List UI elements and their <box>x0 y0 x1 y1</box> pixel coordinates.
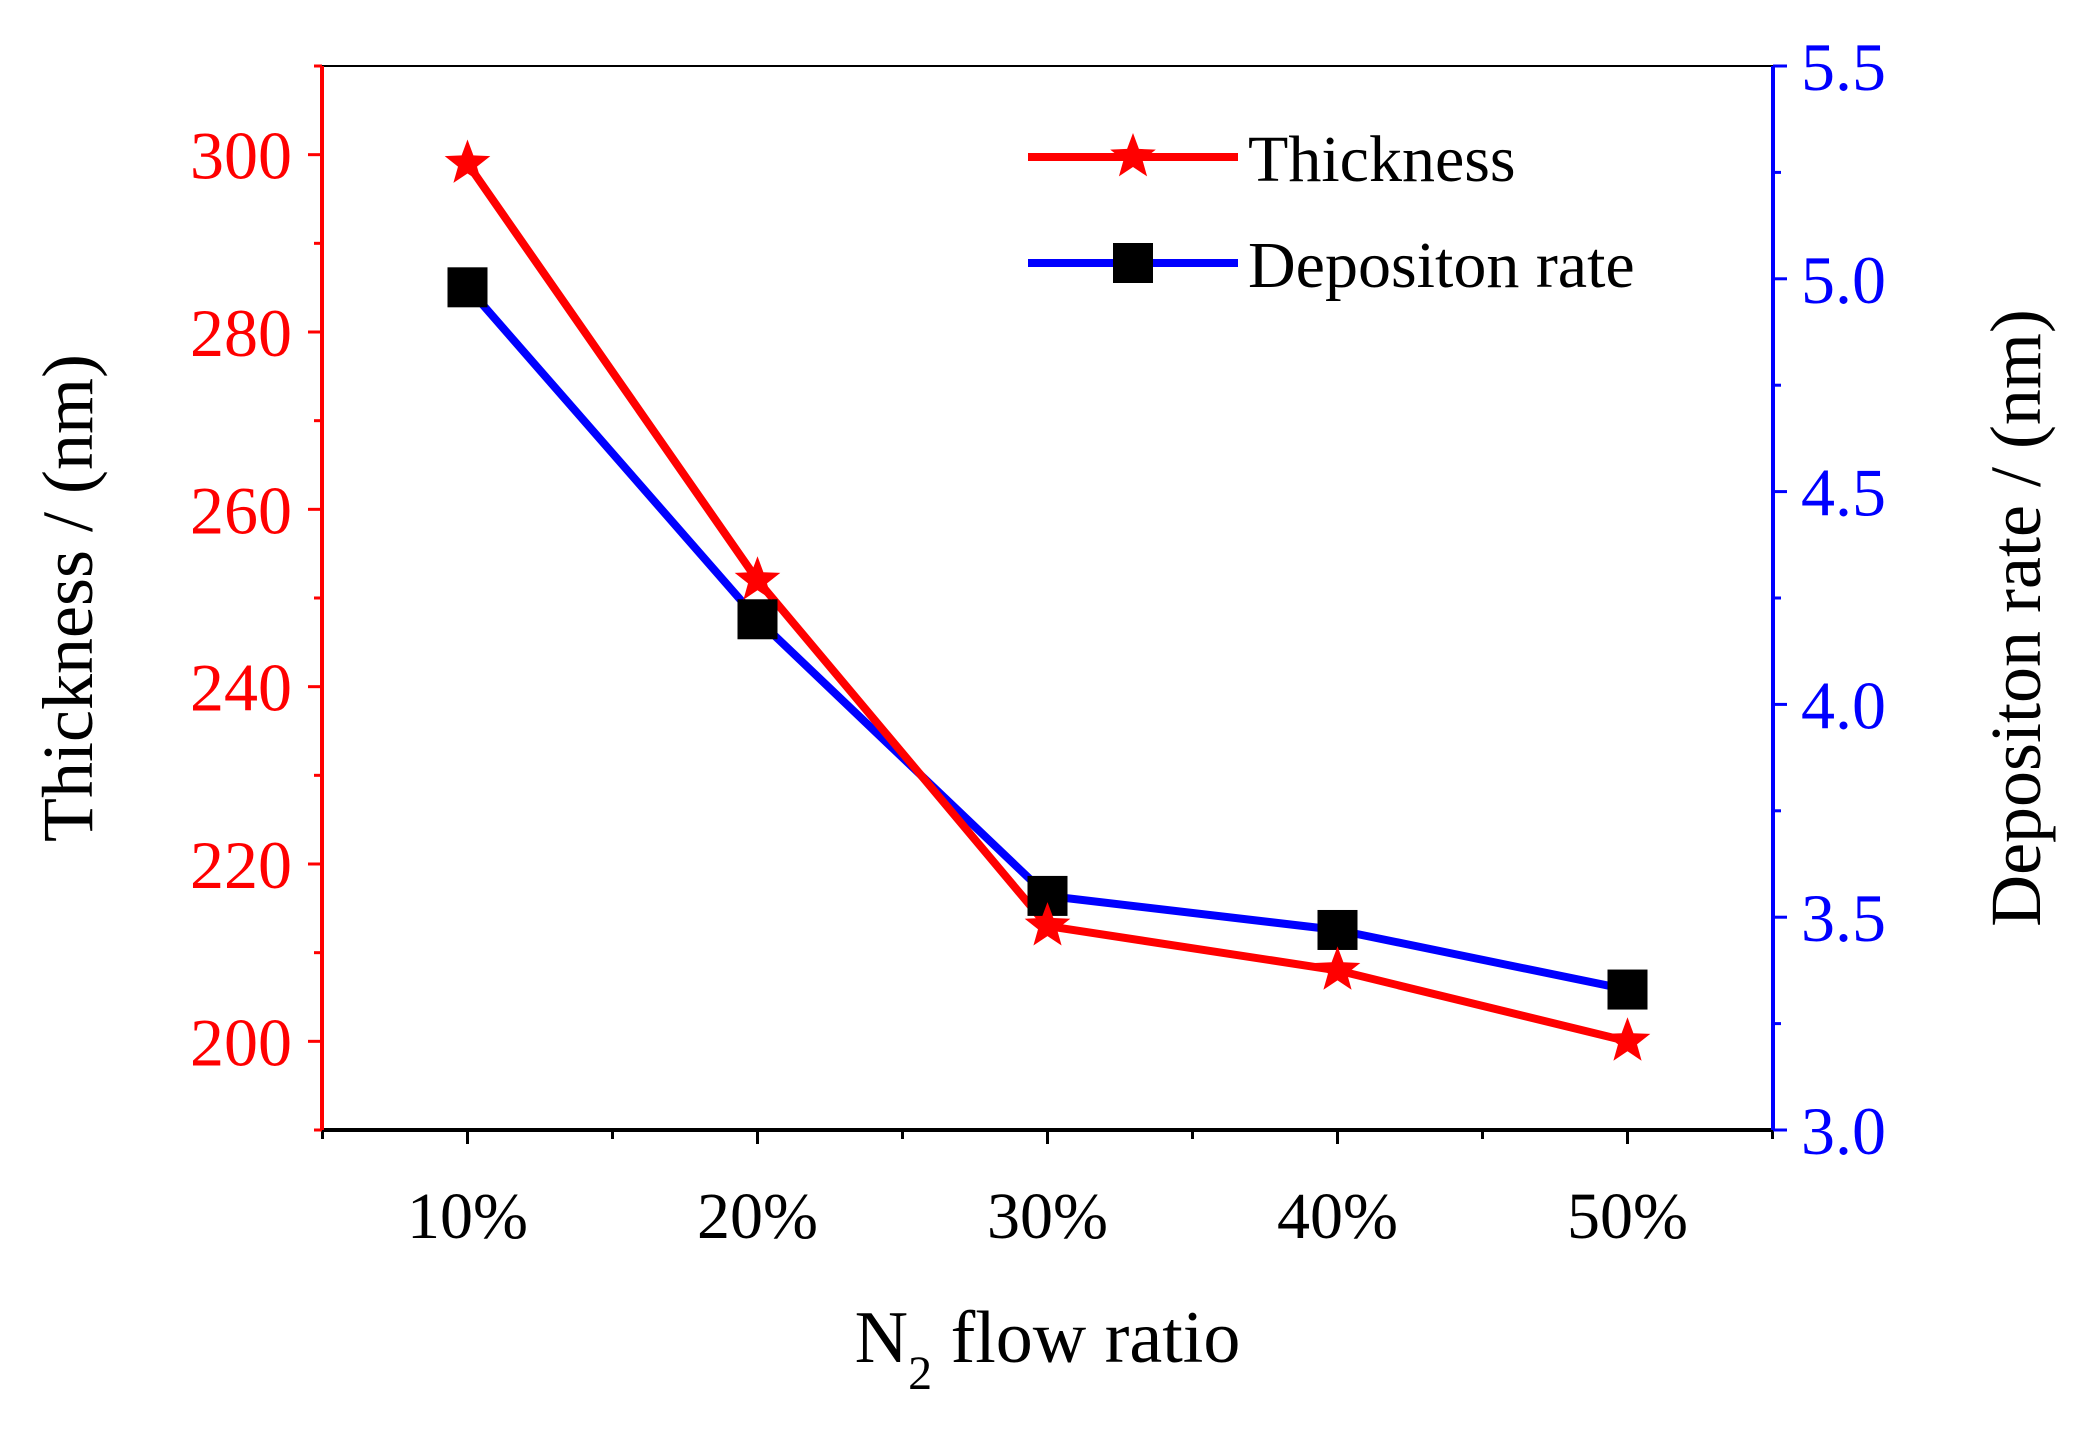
thickness-point <box>1604 1017 1651 1061</box>
left-tick-label: 260 <box>190 472 292 548</box>
right-tick-label: 3.5 <box>1801 880 1886 956</box>
x-tick-label: 10% <box>407 1180 528 1253</box>
legend-deposition-rate-square-marker <box>1113 243 1153 283</box>
series-layer <box>444 139 1651 1061</box>
x-axis-ticks: 10% 20% 30% 40% 50% <box>321 1130 1774 1253</box>
x-tick-label: 20% <box>697 1180 818 1253</box>
thickness-point <box>1314 946 1361 990</box>
legend-thickness-label: Thickness <box>1248 123 1516 196</box>
deposition-rate-point <box>737 599 778 640</box>
thickness-point <box>1024 902 1071 946</box>
left-tick-label: 220 <box>190 827 292 903</box>
x-axis-title-rest: flow ratio <box>932 1297 1240 1379</box>
x-tick-label: 30% <box>987 1180 1108 1253</box>
right-tick-label: 4.0 <box>1801 667 1886 743</box>
left-tick-label: 240 <box>190 650 292 726</box>
right-tick-label: 5.5 <box>1801 29 1886 105</box>
left-tick-label: 280 <box>190 295 292 371</box>
legend-thickness-star-marker <box>1110 133 1156 177</box>
legend-deposition-rate-label: Depositon rate <box>1248 229 1635 302</box>
right-axis-ticks: 3.0 3.5 4.0 4.5 5.0 5.5 <box>1773 29 1886 1169</box>
series-markers <box>444 139 1651 1061</box>
right-axis-title: Depositon rate / (nm) <box>1976 309 2056 927</box>
right-tick-label: 4.5 <box>1801 455 1886 531</box>
deposition-rate-point <box>447 267 488 308</box>
legend: Thickness Depositon rate <box>1028 123 1635 302</box>
left-tick-label: 200 <box>190 1004 292 1080</box>
x-tick-label: 50% <box>1567 1180 1688 1253</box>
deposition-rate-point <box>1317 909 1358 950</box>
left-tick-label: 300 <box>190 118 292 194</box>
x-axis-title-subscript: 2 <box>908 1347 932 1400</box>
x-axis-title: N2 flow ratio <box>855 1297 1241 1400</box>
right-tick-label: 5.0 <box>1801 242 1886 318</box>
plot-frame <box>320 65 1775 1132</box>
deposition-rate-point <box>1607 969 1648 1010</box>
thickness-point <box>734 556 781 600</box>
x-tick-label: 40% <box>1277 1180 1398 1253</box>
left-axis-title: Thickness / (nm) <box>28 354 108 842</box>
left-axis-ticks: 200 220 240 260 280 300 <box>190 64 322 1132</box>
x-axis-title-main: N <box>855 1297 908 1379</box>
thickness-point <box>444 139 491 183</box>
right-tick-label: 3.0 <box>1801 1093 1886 1169</box>
